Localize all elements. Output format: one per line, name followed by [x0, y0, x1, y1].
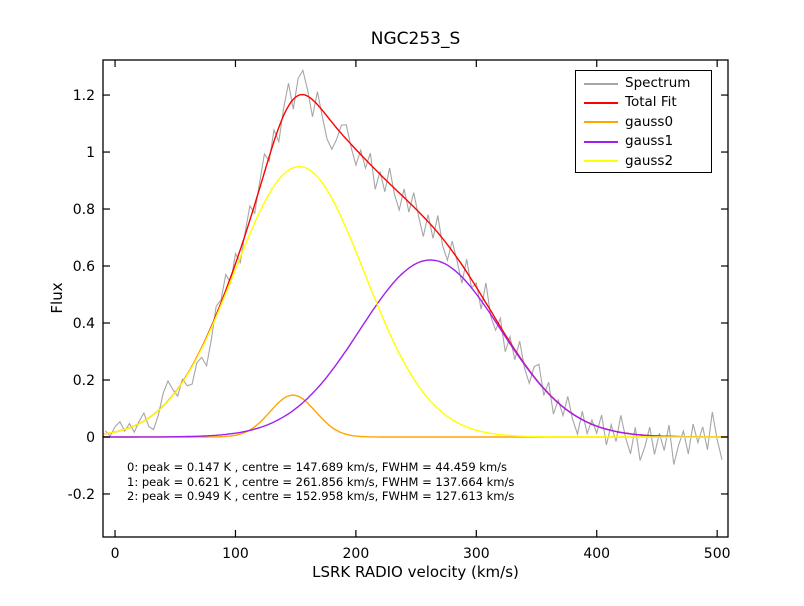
legend-label: Spectrum: [625, 74, 691, 91]
fit-results-annotation: 0: peak = 0.147 K , centre = 147.689 km/…: [127, 460, 514, 504]
y-tick-label-7: 1.2: [73, 88, 95, 104]
fit-annotation-line-1: 1: peak = 0.621 K , centre = 261.856 km/…: [127, 474, 515, 489]
legend-label: gauss1: [625, 133, 674, 150]
legend-item-gauss1: gauss1: [576, 132, 711, 151]
y-tick-label-0: -0.2: [68, 487, 95, 503]
y-tick-label-3: 0.4: [73, 316, 95, 332]
y-tick-label-5: 0.8: [73, 202, 95, 218]
x-tick-label-4: 400: [583, 546, 610, 562]
y-tick-label-6: 1: [86, 145, 95, 161]
gauss0-line: [103, 394, 727, 438]
legend-item-gauss2: gauss2: [576, 152, 711, 171]
legend-label: gauss0: [625, 113, 674, 130]
spectrum-line-swatch: [584, 82, 618, 85]
y-tick-label-1: 0: [86, 430, 95, 446]
x-tick-label-5: 500: [704, 546, 731, 562]
chart-title: NGC253_S: [370, 29, 461, 49]
curves-group: [103, 68, 727, 465]
legend-label: gauss2: [625, 152, 674, 169]
y-axis-label: Flux: [48, 282, 66, 314]
x-tick-label-0: 0: [111, 546, 120, 562]
y-tick-label-4: 0.6: [73, 259, 95, 275]
legend-item-gauss0: gauss0: [576, 113, 711, 132]
legend-label: Total Fit: [625, 94, 677, 111]
fit-annotation-line-2: 2: peak = 0.949 K , centre = 152.958 km/…: [127, 489, 515, 503]
legend-item-spectrum: Spectrum: [576, 74, 711, 93]
x-tick-label-1: 100: [222, 546, 249, 562]
legend-box: Spectrum Total Fit gauss0 gauss1 gauss2: [575, 70, 712, 173]
legend-item-total-fit: Total Fit: [576, 93, 711, 112]
fit-annotation-line-0: 0: peak = 0.147 K , centre = 147.689 km/…: [127, 460, 508, 474]
x-axis-label: LSRK RADIO velocity (km/s): [312, 563, 519, 581]
gauss2-line-swatch: [584, 160, 618, 163]
gauss2-line: [103, 165, 727, 438]
x-tick-label-2: 200: [343, 546, 370, 562]
total-fit-line-swatch: [584, 102, 618, 105]
gauss1-line-swatch: [584, 140, 618, 143]
axes-frame: [102, 59, 729, 538]
gauss0-line-swatch: [584, 121, 618, 124]
spectrum-line: [104, 68, 723, 465]
gauss1-line: [103, 259, 727, 438]
y-tick-label-2: 0.2: [73, 373, 95, 389]
x-tick-label-3: 300: [463, 546, 490, 562]
